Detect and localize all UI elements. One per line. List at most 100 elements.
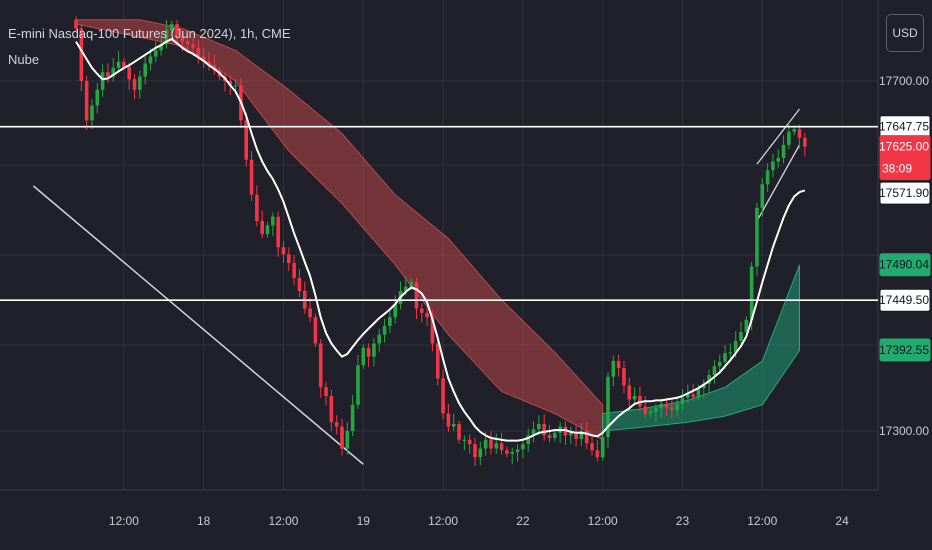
- candle-body: [728, 352, 733, 354]
- channel-lower-line: [756, 144, 801, 222]
- candle-body: [90, 105, 94, 121]
- candle-body: [361, 347, 366, 366]
- price-label: 17392.55: [879, 343, 929, 357]
- candle-body: [228, 81, 233, 86]
- candle-body: [723, 353, 727, 362]
- candle-body: [324, 387, 328, 396]
- candle-body: [675, 403, 679, 410]
- candle-body: [680, 397, 685, 404]
- candle-body: [185, 41, 190, 45]
- candle-body: [74, 19, 78, 29]
- ma-line: [75, 37, 806, 442]
- candle-body: [207, 61, 211, 66]
- price-label-box: [879, 135, 931, 181]
- candle-body: [627, 385, 632, 400]
- candle-body: [499, 443, 504, 451]
- candle-body: [366, 347, 371, 357]
- candle-body: [276, 216, 280, 248]
- candle-body: [441, 378, 445, 414]
- x-tick-label: 12:00: [588, 514, 618, 528]
- channel-upper-line: [756, 108, 801, 165]
- candles: [74, 16, 807, 466]
- price-label: 17625.00: [879, 140, 929, 154]
- candle-body: [686, 394, 690, 398]
- indicator-label[interactable]: Nube: [8, 52, 40, 67]
- candle-body: [760, 184, 765, 208]
- price-label-box: [879, 338, 931, 362]
- candle-body: [313, 317, 318, 344]
- candle-body: [175, 24, 179, 36]
- candle-body: [132, 79, 137, 90]
- candle-body: [244, 120, 249, 160]
- candle-body: [755, 207, 759, 267]
- candle-body: [781, 144, 786, 158]
- countdown-label: 38:09: [882, 162, 912, 176]
- candle-body: [787, 131, 791, 145]
- price-label: 17449.50: [879, 293, 929, 307]
- candle-body: [138, 76, 142, 90]
- candle-body: [345, 431, 350, 449]
- candle-body: [659, 403, 663, 409]
- candle-body: [643, 406, 648, 414]
- candle-body: [154, 50, 158, 57]
- candle-body: [622, 368, 626, 386]
- candle-body: [356, 365, 360, 405]
- candle-body: [803, 137, 807, 147]
- y-tick-label: 17300.00: [879, 424, 929, 438]
- candle-body: [446, 413, 451, 427]
- candle-body: [473, 444, 477, 458]
- candle-body: [409, 282, 413, 287]
- candle-body: [414, 282, 419, 309]
- candle-body: [568, 432, 573, 436]
- candle-body: [435, 343, 440, 379]
- candle-body: [388, 317, 392, 326]
- candle-body: [489, 439, 493, 449]
- candle-body: [84, 81, 89, 121]
- candle-body: [308, 308, 312, 318]
- candle-body: [553, 432, 557, 438]
- candle-body: [691, 394, 695, 397]
- candle-body: [792, 129, 796, 132]
- candle-body: [201, 56, 206, 62]
- candle-body: [696, 388, 701, 397]
- candle-body: [670, 407, 674, 410]
- currency-button[interactable]: USD: [886, 14, 924, 52]
- candle-body: [537, 424, 541, 430]
- candle-body: [579, 431, 584, 439]
- candle-body: [106, 72, 110, 77]
- candle-body: [334, 422, 339, 427]
- price-label-box: [879, 181, 931, 205]
- candle-body: [494, 443, 499, 449]
- candle-body: [164, 30, 169, 45]
- candle-body: [717, 361, 722, 367]
- candle-body: [733, 340, 738, 353]
- candle-body: [340, 426, 344, 449]
- candle-body: [265, 225, 270, 235]
- candle-body: [159, 44, 163, 51]
- candle-body: [467, 439, 472, 445]
- candle-body: [632, 396, 637, 400]
- candle-body: [169, 24, 174, 31]
- candle-body: [776, 158, 781, 162]
- x-tick-label: 12:00: [428, 514, 458, 528]
- candle-body: [451, 424, 456, 427]
- candle-body: [143, 63, 147, 77]
- candle-body: [100, 72, 105, 90]
- candle-body: [249, 159, 254, 195]
- y-tick-label: 17700.00: [879, 74, 929, 88]
- plot-area: [32, 16, 807, 466]
- candle-body: [420, 308, 424, 313]
- candle-body: [350, 404, 355, 431]
- price-label: 17571.90: [879, 186, 929, 200]
- candle-body: [393, 304, 397, 318]
- candle-body: [318, 343, 323, 388]
- candle-body: [271, 216, 275, 226]
- candle-body: [382, 326, 387, 335]
- candle-body: [430, 317, 435, 344]
- candle-body: [531, 429, 536, 436]
- candle-body: [404, 286, 408, 291]
- candle-body: [712, 366, 717, 375]
- candle-body: [526, 435, 530, 445]
- candle-body: [287, 254, 291, 263]
